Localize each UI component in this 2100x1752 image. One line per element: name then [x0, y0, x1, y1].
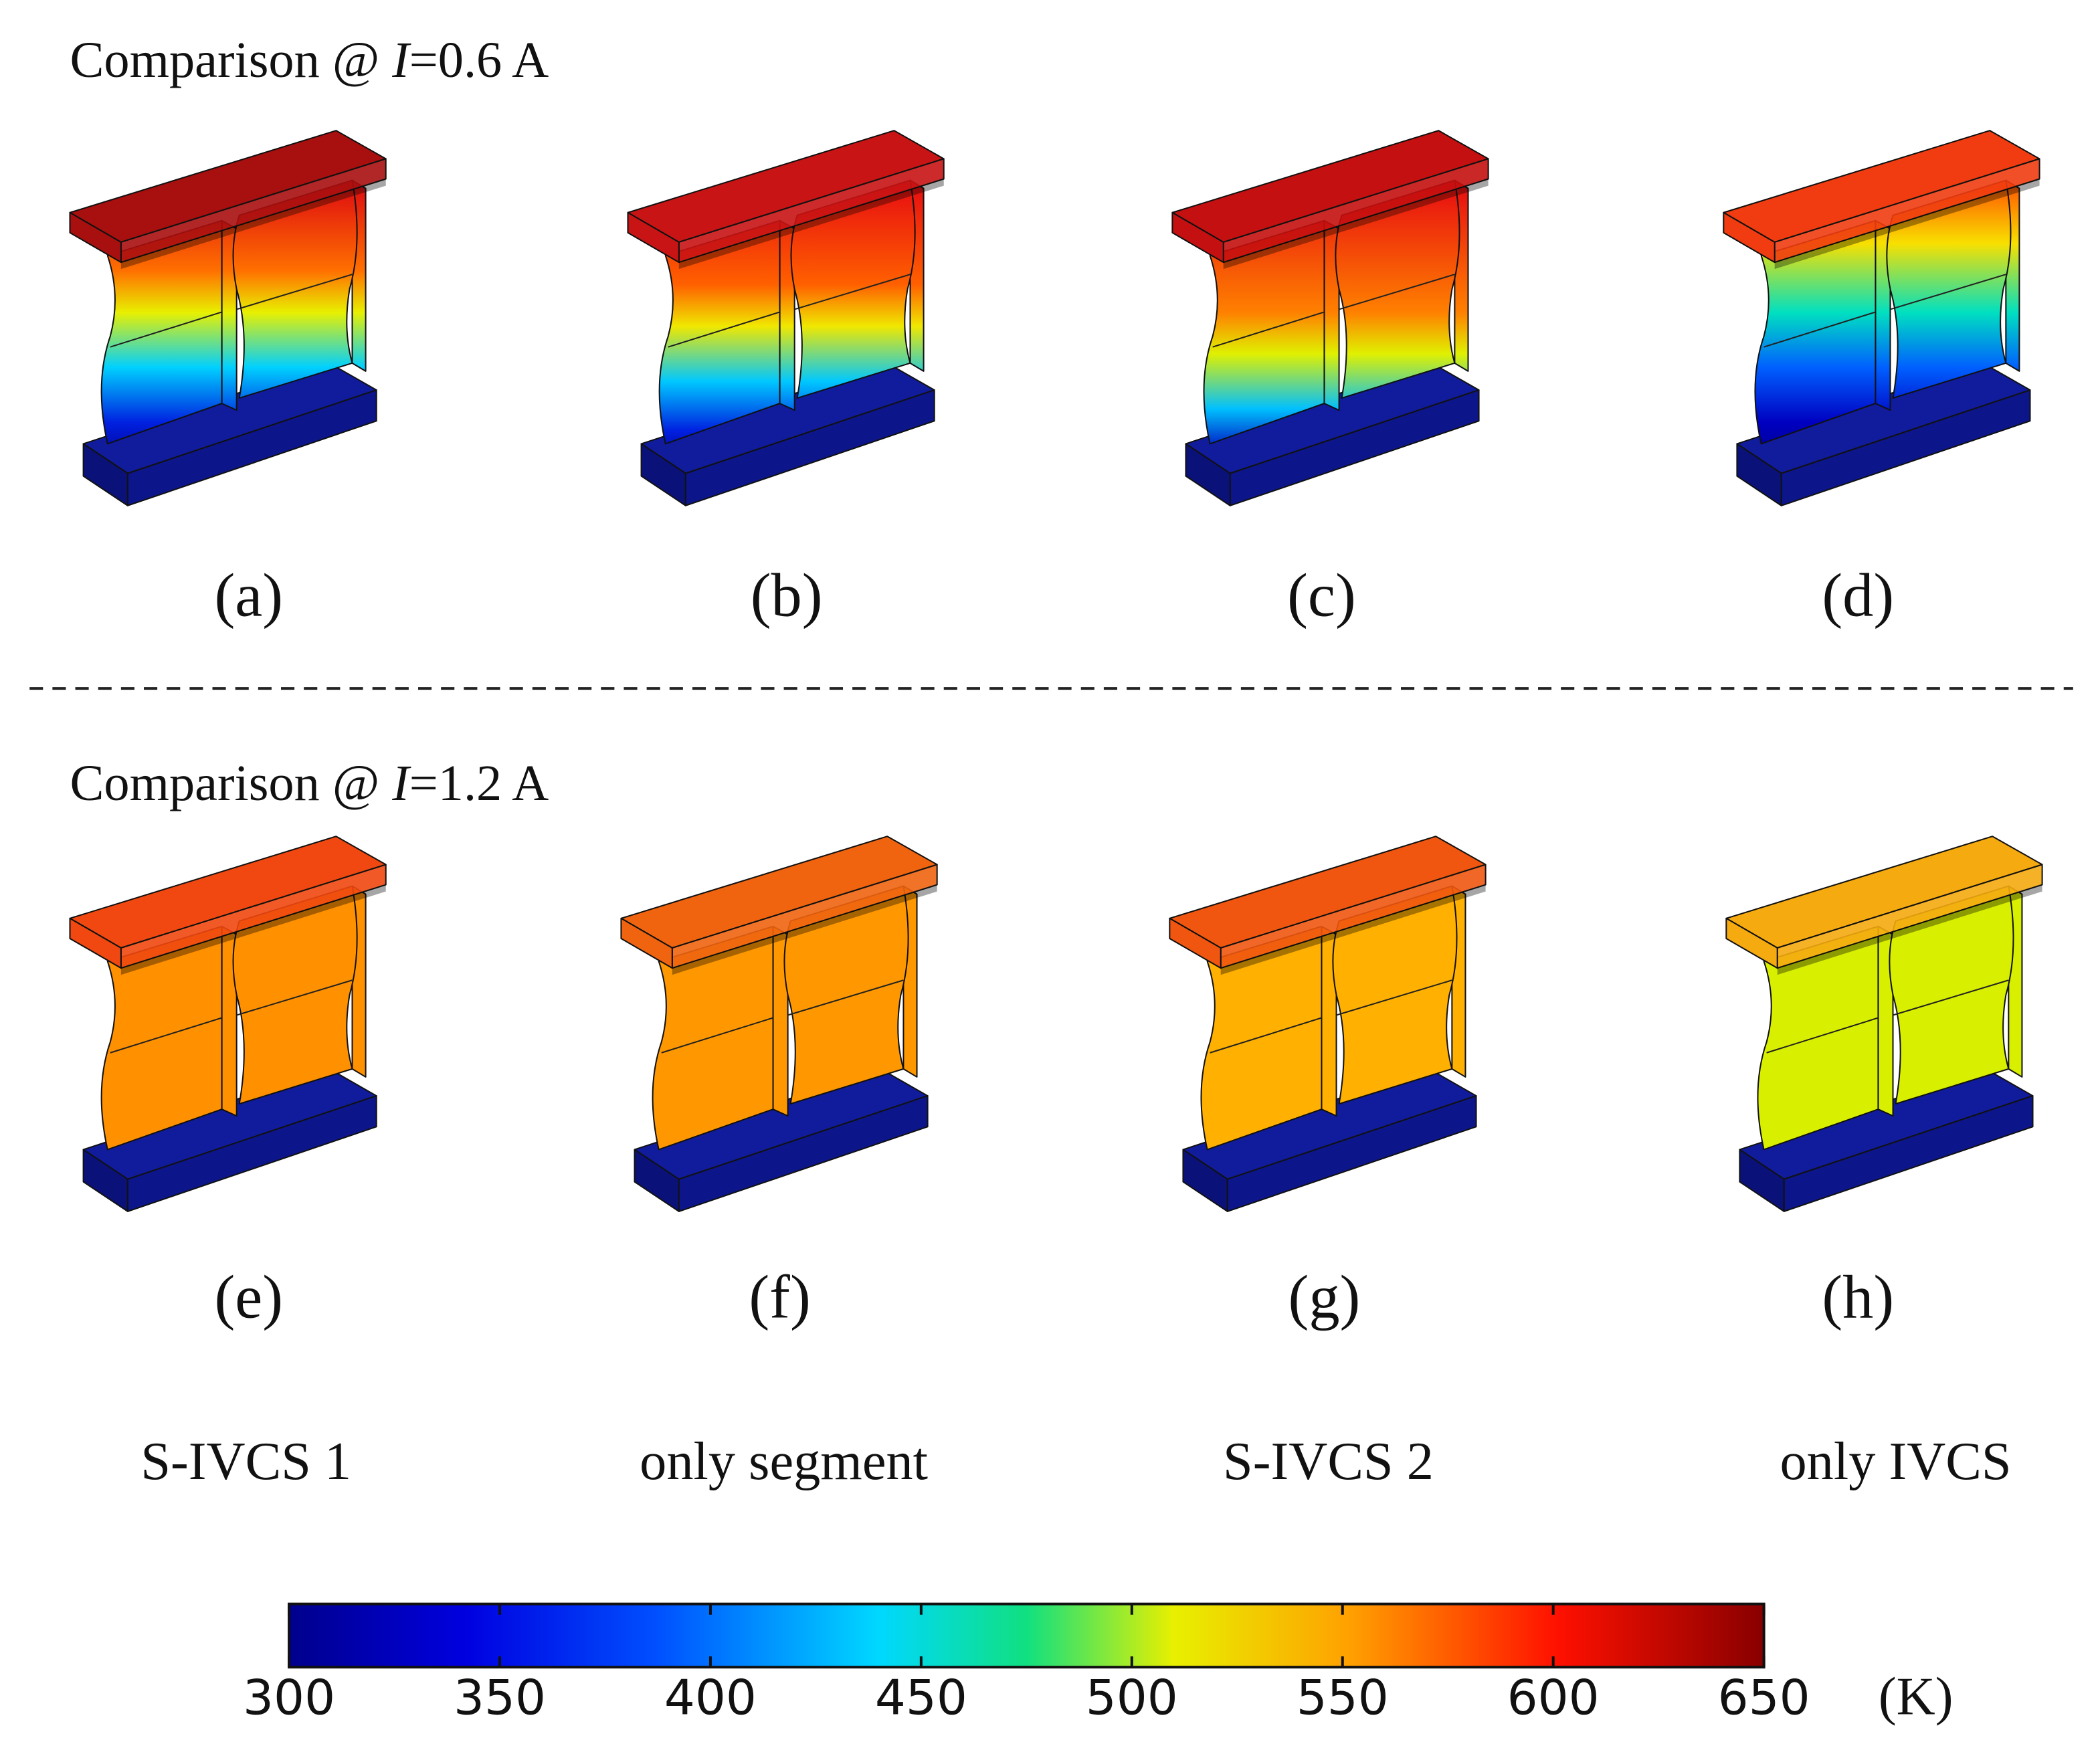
- panel-label: (a): [214, 561, 283, 629]
- panel-label: (b): [751, 561, 823, 629]
- base-side: [678, 1095, 929, 1212]
- plate-shade: [120, 179, 386, 270]
- segment-line: [110, 274, 353, 348]
- colorbar: [288, 1602, 1765, 1669]
- segment-line: [1210, 979, 1452, 1054]
- column-name: S-IVCS 2: [1223, 1432, 1434, 1491]
- leg: [1335, 179, 1460, 399]
- segment-line: [1212, 274, 1455, 348]
- leg: [100, 219, 223, 445]
- segment-line: [110, 979, 353, 1054]
- segment-line: [1766, 979, 2009, 1054]
- panel-label: (e): [214, 1263, 283, 1331]
- plate-shade: [1774, 179, 2040, 270]
- leg: [1203, 219, 1325, 445]
- base-side: [126, 1095, 377, 1212]
- plate-shade: [678, 179, 944, 270]
- title-bottom: Comparison @ I=1.2 A: [70, 755, 549, 811]
- thermoelectric-module: [1171, 130, 1489, 506]
- leg: [1889, 885, 2014, 1105]
- segment-line: [661, 979, 904, 1054]
- leg: [790, 179, 916, 399]
- base-side: [1226, 1095, 1477, 1212]
- segment-line: [668, 274, 911, 348]
- leg: [1757, 925, 1879, 1151]
- leg: [1200, 925, 1323, 1151]
- leg: [1886, 179, 2012, 399]
- thermoelectric-module: [627, 130, 945, 506]
- tick-label: 450: [875, 1670, 967, 1726]
- base-side: [1229, 389, 1480, 506]
- plate-end: [620, 917, 673, 969]
- tick-label: 650: [1718, 1670, 1810, 1726]
- tick-label: 350: [454, 1670, 546, 1726]
- tick-label: 600: [1507, 1670, 1600, 1726]
- plate-end: [69, 211, 122, 264]
- panel-label: (c): [1287, 561, 1356, 629]
- title-variable: I: [391, 31, 411, 88]
- base-side: [684, 389, 935, 506]
- leg: [783, 885, 909, 1105]
- title-prefix: Comparison @: [70, 31, 392, 88]
- plate-end: [1169, 917, 1222, 969]
- plate-shade: [1220, 884, 1486, 975]
- column-name: only IVCS: [1780, 1432, 2011, 1491]
- plate-end: [69, 917, 122, 969]
- panel-label: (f): [749, 1263, 810, 1331]
- plate-end: [1725, 917, 1778, 969]
- colorbar-unit: (K): [1879, 1666, 1953, 1726]
- title-top: Comparison @ I=0.6 A: [70, 31, 549, 88]
- leg: [1754, 219, 1877, 445]
- column-name: only segment: [640, 1432, 928, 1491]
- title-prefix: Comparison @: [70, 755, 392, 811]
- panel-label: (d): [1822, 561, 1894, 629]
- panel-label: (g): [1288, 1263, 1361, 1331]
- thermoelectric-module: [1723, 130, 2040, 506]
- title-suffix: =0.6 A: [409, 31, 549, 88]
- panel-label: (h): [1822, 1263, 1894, 1331]
- leg: [232, 179, 358, 399]
- title-suffix: =1.2 A: [409, 755, 549, 811]
- column-name: S-IVCS 1: [140, 1432, 351, 1491]
- plate-end: [1723, 211, 1776, 264]
- modules: [69, 130, 2043, 1212]
- tick-label: 400: [664, 1670, 757, 1726]
- thermoelectric-module: [69, 836, 387, 1212]
- plate-shade: [1223, 179, 1489, 270]
- tick-label: 500: [1086, 1670, 1178, 1726]
- plate-end: [627, 211, 680, 264]
- tick-label: 300: [243, 1670, 335, 1726]
- thermoelectric-module: [1169, 836, 1487, 1212]
- thermoelectric-module: [620, 836, 938, 1212]
- leg: [100, 925, 223, 1151]
- title-variable: I: [391, 755, 411, 811]
- leg: [652, 925, 774, 1151]
- leg: [232, 885, 358, 1105]
- leg: [1332, 885, 1458, 1105]
- leg: [658, 219, 781, 445]
- thermoelectric-module: [1725, 836, 2043, 1212]
- plate-shade: [120, 884, 386, 975]
- segment-line: [1763, 274, 2006, 348]
- base-side: [1780, 389, 2031, 506]
- plate-shade: [672, 884, 937, 975]
- tick-label: 550: [1297, 1670, 1389, 1726]
- plate-end: [1171, 211, 1224, 264]
- plate-shade: [1777, 884, 2042, 975]
- thermoelectric-module: [69, 130, 387, 506]
- base-side: [126, 389, 377, 506]
- base-side: [1783, 1095, 2034, 1212]
